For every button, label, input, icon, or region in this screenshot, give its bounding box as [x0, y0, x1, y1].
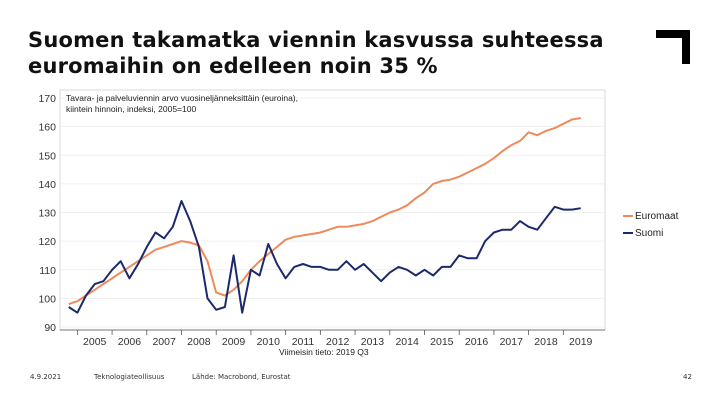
chart-subnote: Viimeisin tieto: 2019 Q3 — [279, 347, 369, 357]
y-tick-label-140: 140 — [38, 179, 56, 191]
x-tick-label-2013: 2013 — [361, 336, 385, 348]
x-tick-label-2012: 2012 — [326, 336, 350, 348]
x-tick-label-2015: 2015 — [430, 336, 454, 348]
legend-label-suomi: Suomi — [635, 228, 663, 239]
x-tick-label-2017: 2017 — [500, 336, 524, 348]
y-tick-label-110: 110 — [39, 265, 56, 277]
legend-label-euromaat: Euromaat — [635, 211, 679, 222]
x-axis-ticks: 2005 2006 2007 2008 2009 2010 2011 2012 2013 2014… — [60, 329, 605, 348]
series-lines — [68, 117, 581, 314]
y-tick-label-170: 170 — [38, 93, 56, 105]
y-tick-label-100: 100 — [38, 293, 56, 305]
footer-organization: Teknologiateollisuus — [94, 373, 165, 381]
x-tick-label-2008: 2008 — [187, 336, 211, 348]
x-tick-label-2009: 2009 — [222, 336, 246, 348]
x-tick-label-2011: 2011 — [292, 336, 315, 348]
series-line-euromaat — [68, 117, 581, 306]
brand-corner-icon — [656, 30, 690, 64]
slide-title-line-2: euromaihin on edelleen noin 35 % — [28, 54, 438, 78]
x-tick-label-2010: 2010 — [257, 336, 281, 348]
y-tick-label-120: 120 — [38, 236, 56, 248]
series-line-suomi — [68, 200, 581, 314]
x-tick-label-2016: 2016 — [465, 336, 489, 348]
slide-title: Suomen takamatka viennin kasvussa suhtee… — [28, 27, 628, 79]
chart-title-line-2: kiintein hinnoin, indeksi, 2005=100 — [66, 104, 196, 114]
x-tick-label-2006: 2006 — [118, 336, 142, 348]
y-tick-label-150: 150 — [38, 150, 56, 162]
footer-page-number: 42 — [683, 373, 692, 381]
y-axis-ticks: 170 160 150 140 130 120 110 100 90 — [38, 93, 56, 334]
x-tick-label-2007: 2007 — [152, 336, 176, 348]
footer-date: 4.9.2021 — [30, 373, 62, 381]
x-tick-label-2018: 2018 — [534, 336, 558, 348]
chart-title-line-1: Tavara- ja palveluviennin arvo vuosinelj… — [66, 93, 298, 103]
x-tick-label-2019: 2019 — [569, 336, 593, 348]
brand-corner-shape — [656, 30, 690, 64]
y-tick-label-160: 160 — [38, 122, 56, 134]
legend: Euromaat Suomi — [623, 211, 679, 239]
slide-title-line-1: Suomen takamatka viennin kasvussa suhtee… — [28, 28, 604, 52]
x-tick-label-2014: 2014 — [395, 336, 419, 348]
y-tick-label-90: 90 — [44, 322, 56, 334]
y-tick-label-130: 130 — [38, 208, 56, 220]
x-tick-label-2005: 2005 — [83, 336, 107, 348]
footer-source: Lähde: Macrobond, Eurostat — [192, 373, 291, 381]
plot-frame — [59, 89, 606, 331]
